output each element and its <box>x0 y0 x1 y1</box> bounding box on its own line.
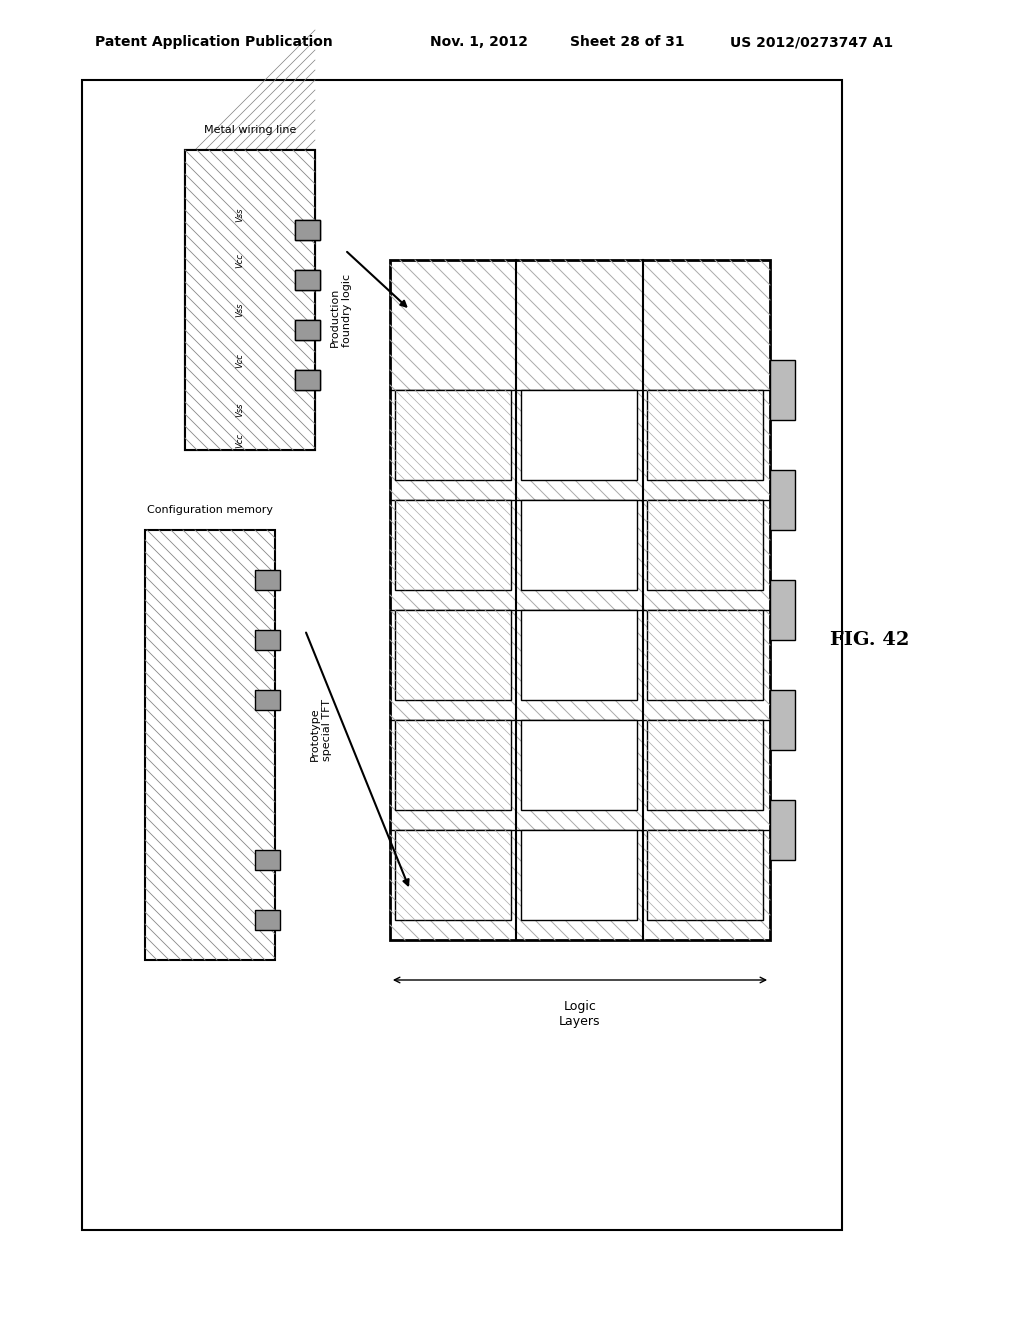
Bar <box>145 531 275 960</box>
Text: Vcc: Vcc <box>236 252 245 268</box>
Bar <box>255 630 280 649</box>
Bar <box>770 690 795 750</box>
Text: Logic
Layers: Logic Layers <box>559 1001 601 1028</box>
Bar <box>770 800 795 861</box>
Bar <box>770 470 795 531</box>
Bar <box>185 150 315 450</box>
Text: US 2012/0273747 A1: US 2012/0273747 A1 <box>730 36 893 49</box>
Bar <box>647 500 763 590</box>
Text: Vss: Vss <box>236 207 245 222</box>
Bar <box>770 360 795 420</box>
Bar <box>82 81 842 1230</box>
Text: Sheet 28 of 31: Sheet 28 of 31 <box>570 36 685 49</box>
Text: Vss: Vss <box>236 403 245 417</box>
Bar <box>521 830 637 920</box>
Bar <box>647 719 763 810</box>
Bar <box>255 850 280 870</box>
Bar <box>255 690 280 710</box>
Bar <box>295 319 319 341</box>
Bar <box>647 830 763 920</box>
Bar <box>770 579 795 640</box>
Text: Vcc: Vcc <box>236 352 245 367</box>
Bar <box>185 150 315 450</box>
Bar <box>521 610 637 700</box>
Bar <box>395 500 511 590</box>
Bar <box>390 260 770 940</box>
Bar <box>295 220 319 240</box>
Bar <box>521 719 637 810</box>
Text: Patent Application Publication: Patent Application Publication <box>95 36 333 49</box>
Bar <box>295 271 319 290</box>
Bar <box>521 500 637 590</box>
Bar <box>255 909 280 931</box>
Bar <box>395 830 511 920</box>
Text: Configuration memory: Configuration memory <box>147 506 273 515</box>
Bar <box>295 370 319 389</box>
Bar <box>295 319 319 341</box>
Text: FIG. 42: FIG. 42 <box>830 631 909 649</box>
Bar <box>395 389 511 480</box>
Bar <box>395 719 511 810</box>
Bar <box>295 271 319 290</box>
Bar <box>521 389 637 480</box>
Bar <box>647 389 763 480</box>
Bar <box>255 570 280 590</box>
Text: Vss: Vss <box>236 302 245 317</box>
Bar <box>295 220 319 240</box>
Text: Metal wiring line: Metal wiring line <box>204 125 296 135</box>
Text: Production
foundry logic: Production foundry logic <box>330 273 351 347</box>
Text: Prototype
special TFT: Prototype special TFT <box>310 700 332 762</box>
Text: Vcc: Vcc <box>236 433 245 447</box>
Bar <box>295 370 319 389</box>
Bar <box>647 610 763 700</box>
Bar <box>395 610 511 700</box>
Text: Nov. 1, 2012: Nov. 1, 2012 <box>430 36 528 49</box>
